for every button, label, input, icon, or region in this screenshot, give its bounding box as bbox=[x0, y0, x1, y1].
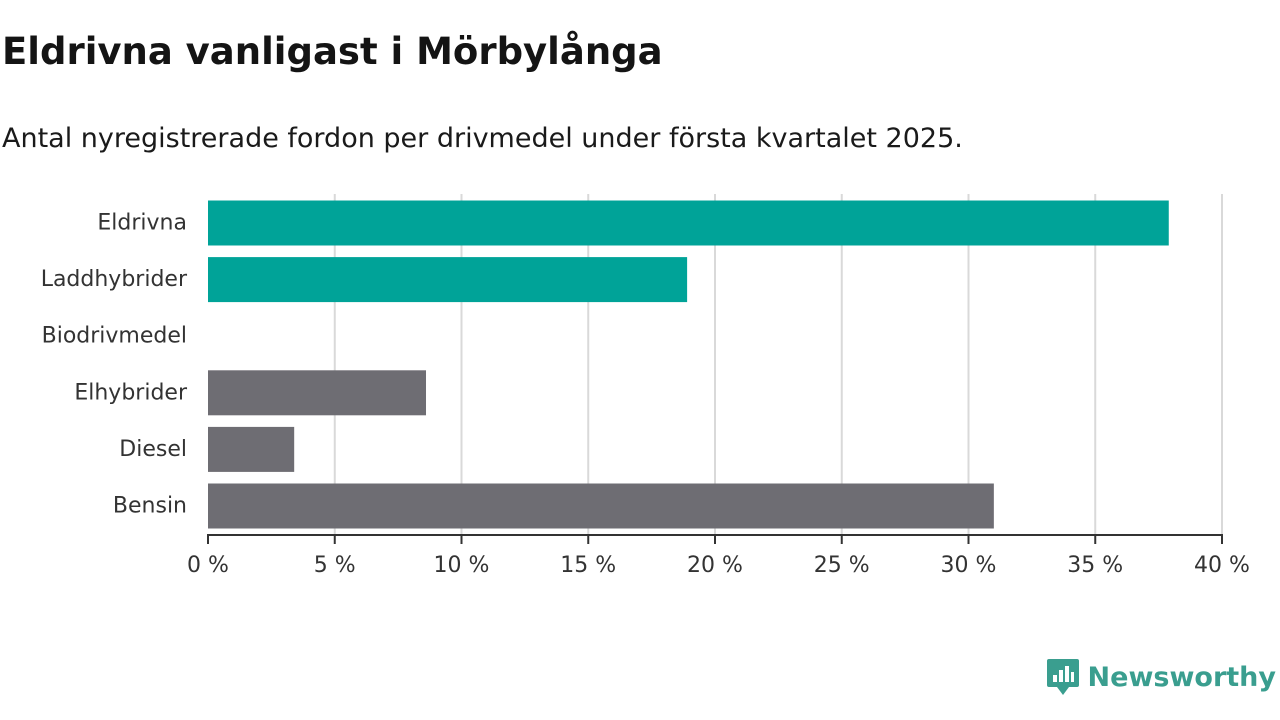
x-tick-label: 15 % bbox=[560, 553, 616, 578]
newsworthy-logo-text: Newsworthy bbox=[1087, 661, 1276, 693]
bar-bensin bbox=[208, 483, 994, 529]
category-label: Biodrivmedel bbox=[42, 324, 187, 349]
bar-eldrivna bbox=[208, 200, 1169, 246]
category-label: Eldrivna bbox=[97, 211, 187, 236]
bar-laddhybrider bbox=[208, 257, 688, 303]
bar-diesel bbox=[208, 426, 295, 472]
x-tick-label: 25 % bbox=[814, 553, 870, 578]
category-label: Elhybrider bbox=[74, 380, 188, 405]
newsworthy-logo: Newsworthy bbox=[1046, 658, 1276, 696]
x-axis: 0 % 5 % 10 % 15 % 20 % 25 % 30 % 35 % 40 % bbox=[187, 534, 1250, 578]
chart-subtitle: Antal nyregistrerade fordon per drivmede… bbox=[2, 123, 963, 154]
x-tick-label: 5 % bbox=[314, 553, 356, 578]
bar-elhybrider bbox=[208, 370, 427, 416]
newsworthy-logo-icon bbox=[1046, 659, 1079, 695]
bars bbox=[208, 200, 1169, 529]
category-label: Bensin bbox=[113, 494, 187, 519]
x-tick-label: 35 % bbox=[1067, 553, 1123, 578]
x-tick-label: 20 % bbox=[687, 553, 743, 578]
category-labels: Eldrivna Laddhybrider Biodrivmedel Elhybrid… bbox=[41, 211, 188, 519]
x-tick-label: 10 % bbox=[434, 553, 490, 578]
x-tick-label: 30 % bbox=[941, 553, 997, 578]
chart-title: Eldrivna vanligast i Mörbylånga bbox=[2, 30, 663, 73]
grid-lines bbox=[333, 194, 1223, 535]
category-label: Diesel bbox=[119, 437, 187, 462]
x-tick-label: 0 % bbox=[187, 553, 229, 578]
x-tick-label: 40 % bbox=[1194, 553, 1250, 578]
category-label: Laddhybrider bbox=[41, 267, 188, 292]
